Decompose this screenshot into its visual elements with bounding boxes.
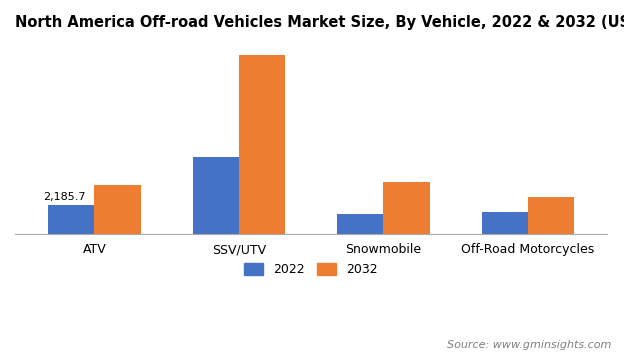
Bar <box>94 185 140 234</box>
Text: Source: www.gminsights.com: Source: www.gminsights.com <box>447 341 612 350</box>
Text: 2,185.7: 2,185.7 <box>44 192 86 202</box>
Text: North America Off-road Vehicles Market Size, By Vehicle, 2022 & 2032 (USD Millio: North America Off-road Vehicles Market S… <box>15 15 624 30</box>
Bar <box>193 157 239 234</box>
Bar <box>528 196 574 234</box>
Bar <box>383 182 429 234</box>
Bar <box>337 214 383 234</box>
Legend: 2022, 2032: 2022, 2032 <box>240 258 383 281</box>
Bar <box>482 212 528 234</box>
Bar <box>239 55 285 234</box>
Bar <box>48 205 94 234</box>
